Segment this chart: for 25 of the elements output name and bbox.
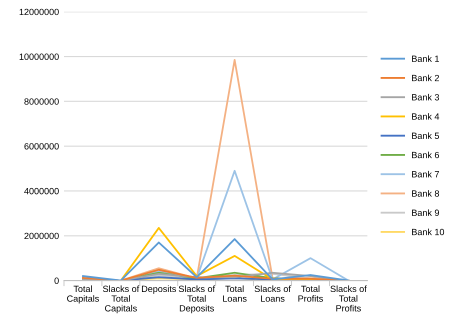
y-tick-label: 12000000 xyxy=(20,8,59,16)
y-tick-label: 2000000 xyxy=(24,232,59,240)
legend-label: Bank 9 xyxy=(412,209,440,216)
legend-label: Bank 8 xyxy=(412,190,440,197)
x-tick-label: Slacks of Total Capitals xyxy=(102,285,140,314)
legend-label: Bank 7 xyxy=(412,170,439,178)
legend-label: Bank 2 xyxy=(412,74,439,82)
x-tick-label: Total Loans xyxy=(223,285,247,302)
y-tick-label: 4000000 xyxy=(24,188,59,194)
x-tick-label: Slacks of Loans xyxy=(254,285,291,302)
legend-label: Bank 5 xyxy=(412,132,440,139)
legend-label: Bank 1 xyxy=(412,55,439,62)
x-tick-label: Total Capitals xyxy=(67,285,99,304)
legend-label: Bank 4 xyxy=(412,113,440,120)
x-tick-label: Slacks of Total Profits xyxy=(330,285,367,312)
x-tick-label: Total Profits xyxy=(298,285,323,302)
y-tick-label: 6000000 xyxy=(24,143,59,150)
y-tick-label: 0 xyxy=(54,278,59,284)
legend-label: Bank 3 xyxy=(412,94,440,100)
y-tick-label: 8000000 xyxy=(24,98,59,105)
y-tick-label: 10000000 xyxy=(20,54,59,60)
legend-label: Bank 6 xyxy=(412,152,440,158)
x-tick-label: Slacks of Total Deposits xyxy=(178,285,216,314)
legend-label: Bank 10 xyxy=(412,228,444,236)
x-tick-label: Deposits xyxy=(142,285,176,294)
